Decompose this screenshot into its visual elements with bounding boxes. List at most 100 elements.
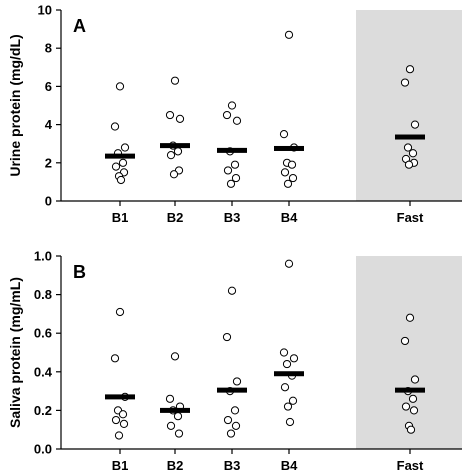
data-point — [165, 110, 175, 120]
panel-A: 0 2 4 6 8 10 B1 B2 B3 B4 Fast A Urine protein (mg/dL… — [7, 3, 462, 225]
data-point — [173, 147, 183, 156]
data-point — [279, 130, 289, 139]
x-tick-label: B1 — [112, 458, 129, 473]
data-point — [284, 30, 294, 39]
y-tick-label: 6 — [45, 79, 52, 94]
mean-bar — [274, 145, 304, 151]
x-tick-label: B1 — [112, 210, 129, 225]
data-point — [223, 415, 233, 425]
x-tick-label: B3 — [224, 458, 241, 473]
data-point — [227, 101, 237, 110]
panel-letter: A — [73, 16, 86, 36]
x-tick-label: Fast — [397, 458, 424, 473]
mean-bar — [105, 394, 135, 400]
data-point — [285, 417, 295, 427]
x-tick-label: Fast — [397, 210, 424, 225]
y-tick-label: 0.4 — [34, 364, 53, 379]
data-point — [230, 406, 240, 415]
data-point — [232, 116, 242, 125]
data-point — [227, 286, 237, 295]
panel-letter: B — [73, 262, 86, 282]
y-tick-label: 4 — [45, 117, 53, 132]
data-point — [284, 259, 294, 268]
data-point — [111, 415, 121, 425]
data-point — [400, 336, 410, 346]
data-point — [283, 179, 293, 188]
data-point — [408, 149, 418, 158]
data-point — [280, 383, 290, 392]
data-point — [410, 375, 420, 384]
mean-bar — [217, 387, 247, 393]
data-point — [115, 307, 125, 317]
mean-bar — [274, 371, 304, 377]
data-point — [231, 173, 241, 183]
data-point — [289, 354, 299, 363]
data-point — [175, 114, 185, 123]
data-point — [279, 348, 289, 357]
data-point — [280, 168, 290, 177]
data-point — [222, 110, 232, 120]
data-point — [116, 175, 126, 185]
data-point — [119, 419, 129, 429]
data-point — [166, 421, 176, 430]
data-point — [169, 170, 179, 179]
data-point — [404, 160, 414, 169]
mean-bar — [217, 147, 247, 153]
data-point — [111, 162, 121, 171]
data-point — [118, 158, 128, 167]
panel-B: 0.0 0.2 0.4 0.6 0.8 1.0 B1 B2 B3 B4 Fast B Saliva pr… — [7, 249, 462, 473]
data-point — [410, 120, 420, 129]
data-point — [405, 313, 415, 322]
data-point — [120, 143, 130, 152]
data-point — [223, 166, 233, 175]
data-point — [287, 160, 297, 169]
data-point — [282, 359, 292, 369]
y-tick-label: 0.6 — [34, 326, 52, 341]
data-point — [173, 412, 183, 421]
data-point — [408, 394, 418, 403]
data-point — [400, 78, 410, 87]
mean-bar — [160, 407, 190, 413]
data-point — [409, 406, 419, 415]
x-tick-label: B2 — [167, 458, 184, 473]
data-point — [170, 76, 180, 85]
data-point — [165, 394, 175, 403]
y-tick-label: 0 — [45, 194, 52, 209]
x-tick-label: B3 — [224, 210, 241, 225]
y-tick-label: 0.8 — [34, 287, 52, 302]
y-tick-label: 2 — [45, 155, 52, 170]
data-point — [403, 143, 413, 152]
data-point — [174, 429, 184, 438]
mean-bar — [160, 143, 190, 149]
data-point — [232, 377, 242, 386]
data-point — [115, 82, 125, 91]
y-tick-label: 1.0 — [34, 249, 52, 264]
mean-bar — [105, 153, 135, 159]
data-point — [226, 179, 236, 188]
y-tick-label: 8 — [45, 41, 52, 56]
mean-bar — [395, 134, 425, 140]
x-tick-label: B4 — [281, 458, 298, 473]
data-point — [110, 122, 120, 131]
y-axis-title: Urine protein (mg/dL) — [7, 34, 23, 176]
y-tick-label: 10 — [38, 3, 52, 18]
data-point — [222, 332, 232, 342]
data-point — [110, 354, 120, 363]
x-tick-label: B2 — [167, 210, 184, 225]
data-point — [288, 173, 298, 183]
data-point — [283, 402, 293, 411]
shaded-region — [356, 10, 462, 201]
y-tick-label: 0.2 — [34, 403, 52, 418]
y-tick-label: 0.0 — [34, 442, 52, 457]
data-point — [114, 431, 124, 440]
data-point — [231, 421, 241, 430]
y-axis-title: Saliva protein (mg/mL) — [7, 277, 23, 428]
data-point — [405, 65, 415, 74]
data-point — [170, 352, 180, 361]
data-point — [288, 396, 298, 405]
data-point — [226, 429, 236, 438]
data-point — [230, 160, 240, 169]
data-point — [118, 410, 128, 419]
x-tick-label: B4 — [281, 210, 298, 225]
